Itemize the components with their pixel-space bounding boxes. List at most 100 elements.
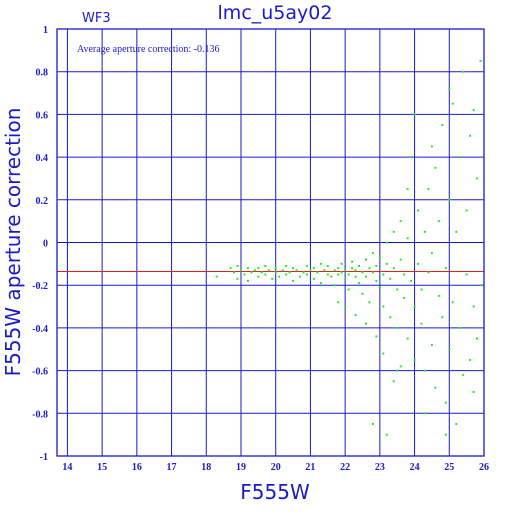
data-point bbox=[305, 273, 308, 276]
data-point bbox=[458, 326, 461, 329]
data-point bbox=[430, 145, 433, 148]
x-tick-label: 23 bbox=[375, 462, 385, 473]
data-point bbox=[299, 275, 302, 278]
data-point bbox=[330, 275, 333, 278]
data-point bbox=[423, 230, 426, 233]
data-point bbox=[430, 252, 433, 255]
data-point bbox=[274, 267, 277, 270]
data-point bbox=[444, 433, 447, 436]
data-point bbox=[326, 264, 329, 267]
y-tick-label: 0.8 bbox=[36, 68, 49, 79]
data-point bbox=[295, 269, 298, 272]
data-point bbox=[337, 301, 340, 304]
data-point bbox=[451, 301, 454, 304]
data-point bbox=[246, 267, 249, 270]
data-point bbox=[375, 279, 378, 282]
data-point bbox=[434, 166, 437, 169]
x-tick-label: 19 bbox=[236, 462, 246, 473]
data-point bbox=[312, 277, 315, 280]
data-point bbox=[403, 297, 406, 300]
average-correction-annotation: Average aperture correction: -0.136 bbox=[77, 44, 220, 55]
data-point bbox=[305, 264, 308, 267]
data-point bbox=[371, 252, 374, 255]
data-point bbox=[423, 412, 426, 415]
data-point bbox=[437, 294, 440, 297]
data-point bbox=[340, 262, 343, 265]
x-tick-label: 25 bbox=[444, 462, 454, 473]
data-point bbox=[455, 230, 458, 233]
data-point bbox=[312, 267, 315, 270]
data-points bbox=[215, 60, 482, 436]
data-point bbox=[382, 352, 385, 355]
data-point bbox=[319, 282, 322, 285]
x-tick-label: 14 bbox=[62, 462, 72, 473]
data-point bbox=[403, 273, 406, 276]
y-axis-label: F555W aperture correction bbox=[1, 108, 25, 377]
data-point bbox=[434, 386, 437, 389]
data-point bbox=[437, 220, 440, 223]
y-tick-label: -0.4 bbox=[32, 324, 48, 335]
data-point bbox=[382, 305, 385, 308]
data-point bbox=[396, 288, 399, 291]
data-point bbox=[250, 271, 253, 274]
data-point bbox=[236, 264, 239, 267]
data-point bbox=[264, 273, 267, 276]
data-point bbox=[385, 262, 388, 265]
data-point bbox=[420, 288, 423, 291]
data-point bbox=[410, 156, 413, 159]
data-point bbox=[389, 277, 392, 280]
x-tick-label: 21 bbox=[305, 462, 315, 473]
data-point bbox=[364, 258, 367, 261]
data-point bbox=[319, 262, 322, 265]
data-point bbox=[413, 358, 416, 361]
y-tick-label: -0.2 bbox=[32, 281, 48, 292]
data-point bbox=[347, 273, 350, 276]
data-point bbox=[399, 220, 402, 223]
data-point bbox=[392, 230, 395, 233]
data-point bbox=[278, 275, 281, 278]
data-point bbox=[292, 279, 295, 282]
data-point bbox=[260, 271, 263, 274]
data-point bbox=[344, 305, 347, 308]
data-point bbox=[253, 269, 256, 272]
panel-label: WF3 bbox=[82, 11, 111, 26]
data-point bbox=[448, 87, 451, 90]
data-point bbox=[351, 267, 354, 270]
x-tick-labels: 14 15 16 17 18 19 20 21 22 23 24 25 26 bbox=[62, 462, 489, 473]
y-tick-label: 0.2 bbox=[36, 196, 49, 207]
data-point bbox=[285, 264, 288, 267]
data-point bbox=[239, 269, 242, 272]
data-point bbox=[368, 301, 371, 304]
data-point bbox=[441, 316, 444, 319]
data-point bbox=[385, 241, 388, 244]
data-point bbox=[476, 177, 479, 180]
data-point bbox=[396, 326, 399, 329]
data-point bbox=[472, 390, 475, 393]
x-tick-label: 26 bbox=[479, 462, 489, 473]
y-tick-label: 0.4 bbox=[36, 153, 49, 164]
data-point bbox=[392, 380, 395, 383]
data-point bbox=[406, 337, 409, 340]
data-point bbox=[285, 273, 288, 276]
data-point bbox=[469, 358, 472, 361]
data-point bbox=[354, 314, 357, 317]
grid-lines bbox=[57, 29, 484, 456]
data-point bbox=[413, 305, 416, 308]
data-point bbox=[361, 271, 364, 274]
data-point bbox=[462, 70, 465, 73]
data-point bbox=[358, 282, 361, 285]
data-point bbox=[423, 369, 426, 372]
x-tick-label: 24 bbox=[410, 462, 420, 473]
data-point bbox=[316, 271, 319, 274]
y-tick-label: 0 bbox=[43, 239, 48, 250]
data-point bbox=[344, 277, 347, 280]
data-point bbox=[399, 365, 402, 368]
data-point bbox=[274, 271, 277, 274]
data-point bbox=[451, 102, 454, 105]
data-point bbox=[455, 422, 458, 425]
x-tick-label: 20 bbox=[271, 462, 281, 473]
data-point bbox=[358, 264, 361, 267]
data-point bbox=[257, 267, 260, 270]
